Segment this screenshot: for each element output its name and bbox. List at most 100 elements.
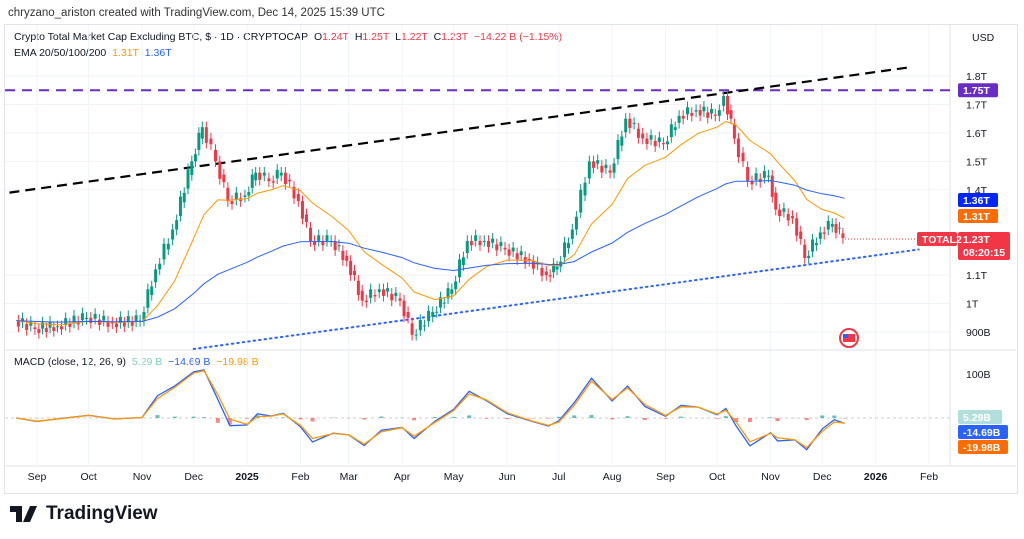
candle-body bbox=[665, 141, 669, 145]
candle-body bbox=[102, 315, 106, 321]
last-price-label-bg bbox=[958, 232, 1010, 260]
candle-body bbox=[292, 186, 296, 199]
macd-histogram-bar bbox=[298, 418, 303, 420]
candle-body bbox=[68, 323, 72, 327]
macd-histogram-bar bbox=[820, 415, 825, 418]
close-label: C bbox=[433, 31, 442, 43]
candle-body bbox=[729, 110, 733, 119]
x-tick-label: 2025 bbox=[235, 471, 259, 483]
candle-body bbox=[178, 196, 182, 216]
candle-body bbox=[126, 316, 130, 323]
candle-body bbox=[162, 243, 166, 260]
candle-body bbox=[834, 223, 838, 233]
macd-histogram-bar bbox=[191, 416, 196, 418]
candle-body bbox=[33, 327, 37, 330]
currency-label[interactable]: USD bbox=[972, 32, 995, 44]
macd-histogram-bar bbox=[281, 417, 286, 418]
macd-signal-value: −19.98 B bbox=[216, 356, 259, 368]
candle-body bbox=[218, 161, 222, 179]
candle-body bbox=[717, 110, 721, 116]
candle-body bbox=[214, 149, 218, 162]
candle-body bbox=[837, 227, 841, 229]
candle-body bbox=[341, 250, 345, 261]
candle-body bbox=[352, 270, 356, 276]
macd-histogram-bar bbox=[245, 418, 250, 419]
x-tick-label: May bbox=[444, 471, 465, 483]
macd-line bbox=[16, 369, 845, 451]
candle-body bbox=[427, 310, 431, 322]
candle-body bbox=[786, 213, 790, 221]
candle-body bbox=[661, 143, 665, 145]
macd-histogram-bar bbox=[556, 416, 561, 418]
candle-body bbox=[450, 289, 454, 294]
candle-body bbox=[25, 323, 29, 330]
candle-body bbox=[114, 323, 118, 328]
candle-body bbox=[442, 302, 446, 304]
candle-body bbox=[587, 161, 591, 179]
flag-stripes bbox=[843, 334, 855, 342]
candle-body bbox=[262, 172, 266, 176]
candle-body bbox=[732, 124, 736, 139]
x-tick-label: Feb bbox=[291, 471, 309, 483]
candle-body bbox=[767, 175, 771, 177]
x-tick-label: Oct bbox=[80, 471, 96, 483]
y-tick-label: 900B bbox=[966, 327, 991, 339]
x-tick-label: Sep bbox=[28, 471, 47, 483]
candle-body bbox=[150, 286, 154, 295]
candle-body bbox=[592, 161, 596, 168]
candle-body bbox=[394, 292, 398, 297]
ema-long-price-label-bg bbox=[958, 193, 998, 207]
candle-body bbox=[89, 317, 93, 323]
macd-signal-line bbox=[16, 370, 845, 449]
candle-body bbox=[750, 181, 754, 185]
candle-body bbox=[52, 327, 56, 332]
candle-body bbox=[616, 139, 620, 160]
candle-body bbox=[795, 218, 799, 236]
candle-body bbox=[673, 127, 677, 131]
candle-body bbox=[519, 251, 523, 256]
candle-body bbox=[250, 174, 254, 188]
macd-hist-value: 5.29 B bbox=[131, 356, 163, 368]
candle-body bbox=[612, 163, 616, 173]
macd-histogram-bar bbox=[451, 416, 456, 418]
candle-body bbox=[649, 135, 653, 140]
y-tick-label: 1.5T bbox=[966, 156, 988, 168]
candle-body bbox=[778, 209, 782, 217]
macd-legend[interactable]: MACD (close, 12, 26, 9) 5.29 B −14.69 B … bbox=[14, 356, 259, 368]
candle-body bbox=[624, 118, 628, 133]
chart-credit: chryzano_ariston created with TradingVie… bbox=[8, 7, 385, 19]
candle-body bbox=[309, 227, 313, 241]
candle-body bbox=[193, 154, 197, 162]
candle-body bbox=[583, 182, 587, 196]
macd-signal-price-label-bg bbox=[958, 440, 1008, 454]
macd-histogram-bar bbox=[310, 418, 315, 422]
candle-body bbox=[574, 216, 578, 230]
macd-histogram-bar bbox=[155, 415, 160, 418]
candle-body bbox=[317, 235, 321, 241]
candle-body bbox=[841, 233, 845, 239]
candle-body bbox=[604, 164, 608, 169]
candle-body bbox=[596, 160, 600, 164]
candle-body bbox=[669, 124, 673, 138]
chart-frame[interactable] bbox=[4, 24, 1018, 494]
x-tick-label: Aug bbox=[603, 471, 622, 483]
candle-body bbox=[487, 240, 491, 247]
candle-body bbox=[641, 133, 645, 139]
candle-body bbox=[491, 238, 495, 243]
candle-body bbox=[59, 326, 63, 330]
macd-histogram-bar bbox=[215, 418, 220, 423]
candle-body bbox=[702, 106, 706, 112]
candle-body bbox=[736, 138, 740, 158]
candle-body bbox=[154, 269, 158, 283]
candle-body bbox=[438, 297, 442, 308]
candle-body bbox=[698, 110, 702, 116]
logo-text: TradingView bbox=[46, 503, 158, 524]
candle-body bbox=[243, 195, 247, 197]
candle-body bbox=[657, 137, 661, 142]
candle-body bbox=[608, 170, 612, 173]
candle-body bbox=[454, 281, 458, 290]
macd-line-value: −14.69 B bbox=[168, 356, 211, 368]
open-value: 1.24T bbox=[322, 31, 349, 43]
candle-body bbox=[288, 179, 292, 182]
